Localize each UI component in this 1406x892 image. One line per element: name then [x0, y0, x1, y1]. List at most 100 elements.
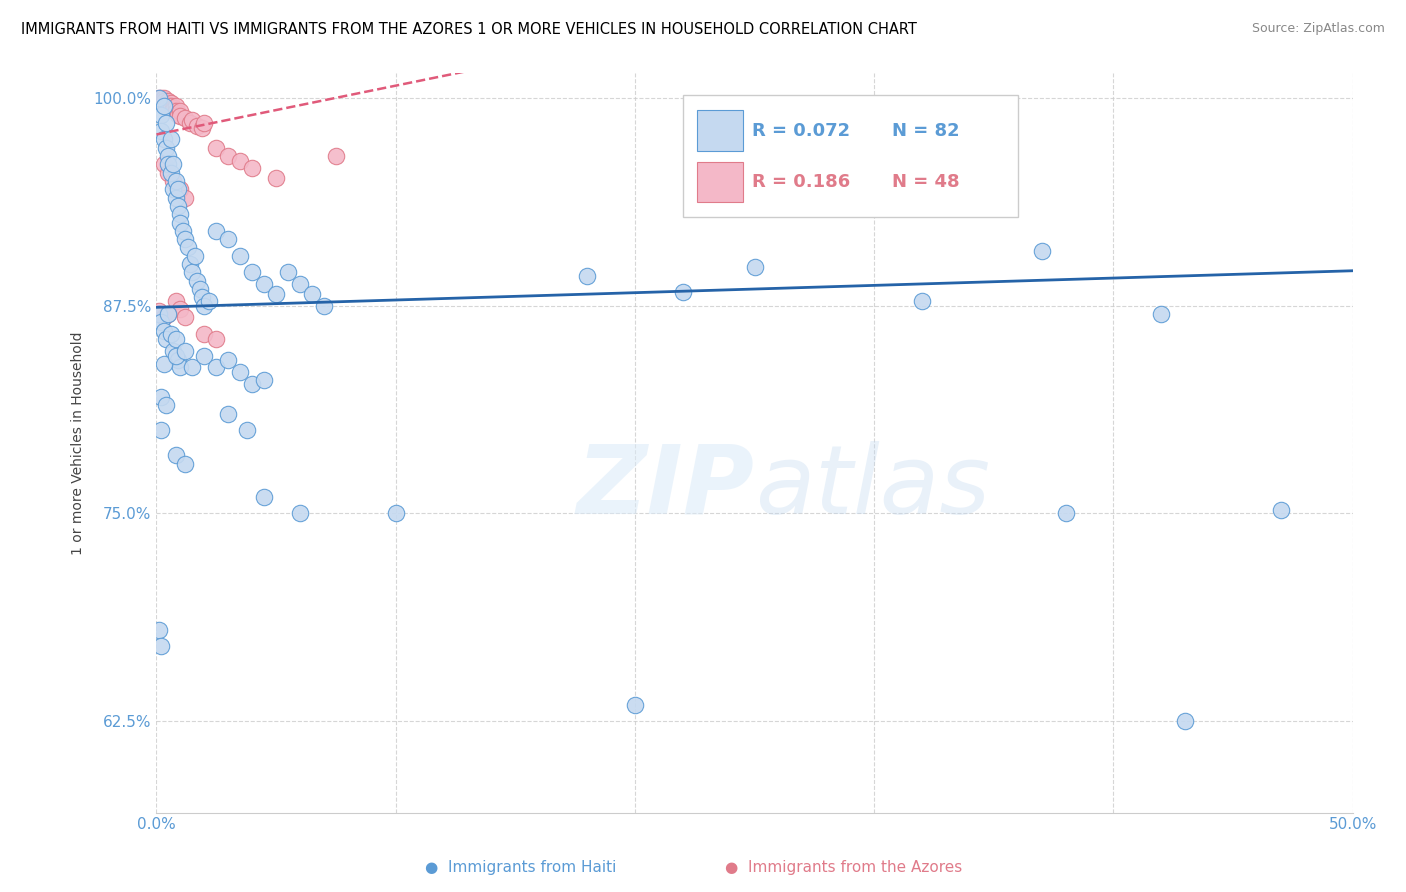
- Point: [911, 293, 934, 308]
- Point: [150, 640, 173, 654]
- Point: [174, 310, 197, 325]
- Point: [148, 91, 170, 105]
- Point: [152, 91, 174, 105]
- Point: [384, 507, 406, 521]
- Point: [229, 154, 252, 169]
- Point: [150, 423, 173, 437]
- Point: [176, 240, 198, 254]
- Point: [155, 116, 177, 130]
- FancyBboxPatch shape: [683, 95, 1018, 217]
- Point: [159, 95, 181, 110]
- Point: [152, 132, 174, 146]
- FancyBboxPatch shape: [697, 161, 742, 202]
- Point: [205, 360, 228, 375]
- Point: [148, 307, 170, 321]
- Point: [169, 182, 191, 196]
- Point: [165, 191, 187, 205]
- Point: [236, 423, 259, 437]
- Point: [162, 174, 184, 188]
- Point: [167, 182, 190, 196]
- Point: [181, 265, 204, 279]
- Point: [205, 224, 228, 238]
- Point: [624, 698, 647, 712]
- Point: [165, 332, 187, 346]
- Point: [165, 174, 187, 188]
- Point: [148, 623, 170, 637]
- Point: [152, 324, 174, 338]
- Point: [253, 490, 276, 504]
- Point: [205, 141, 228, 155]
- FancyBboxPatch shape: [697, 110, 742, 151]
- Point: [191, 290, 214, 304]
- Point: [217, 353, 239, 368]
- Point: [240, 265, 263, 279]
- Text: ZIP: ZIP: [576, 441, 755, 533]
- Point: [157, 307, 180, 321]
- Point: [155, 141, 177, 155]
- Point: [1270, 503, 1292, 517]
- Point: [159, 166, 181, 180]
- Point: [1174, 714, 1197, 728]
- Point: [179, 116, 201, 130]
- Point: [159, 132, 181, 146]
- Point: [240, 161, 263, 175]
- Point: [148, 303, 170, 318]
- Point: [240, 376, 263, 391]
- Point: [157, 149, 180, 163]
- Point: [169, 104, 191, 119]
- Point: [162, 103, 184, 117]
- Point: [1031, 244, 1053, 258]
- Point: [191, 120, 214, 135]
- Point: [150, 91, 173, 105]
- Point: [174, 232, 197, 246]
- Point: [264, 170, 287, 185]
- Point: [288, 507, 311, 521]
- Point: [165, 293, 187, 308]
- Point: [253, 277, 276, 291]
- Point: [193, 326, 215, 341]
- Point: [148, 91, 170, 105]
- Point: [217, 407, 239, 421]
- Point: [174, 457, 197, 471]
- Point: [217, 149, 239, 163]
- Point: [165, 448, 187, 462]
- Y-axis label: 1 or more Vehicles in Household: 1 or more Vehicles in Household: [72, 331, 86, 555]
- Point: [169, 207, 191, 221]
- Text: IMMIGRANTS FROM HAITI VS IMMIGRANTS FROM THE AZORES 1 OR MORE VEHICLES IN HOUSEH: IMMIGRANTS FROM HAITI VS IMMIGRANTS FROM…: [21, 22, 917, 37]
- Point: [174, 343, 197, 358]
- Point: [162, 157, 184, 171]
- Text: ●  Immigrants from Haiti: ● Immigrants from Haiti: [425, 861, 616, 875]
- Point: [169, 301, 191, 316]
- Text: Source: ZipAtlas.com: Source: ZipAtlas.com: [1251, 22, 1385, 36]
- Point: [150, 124, 173, 138]
- Point: [155, 95, 177, 110]
- Text: R = 0.186: R = 0.186: [752, 173, 851, 192]
- Point: [744, 260, 766, 275]
- Point: [169, 109, 191, 123]
- Point: [264, 287, 287, 301]
- Point: [152, 310, 174, 325]
- Text: N = 48: N = 48: [893, 173, 960, 192]
- Point: [188, 282, 211, 296]
- Point: [312, 299, 335, 313]
- Point: [1054, 507, 1077, 521]
- Text: N = 82: N = 82: [893, 121, 960, 140]
- Point: [152, 94, 174, 108]
- Point: [162, 182, 184, 196]
- Point: [165, 99, 187, 113]
- Point: [181, 360, 204, 375]
- Point: [165, 104, 187, 119]
- Point: [253, 373, 276, 387]
- Point: [167, 353, 190, 368]
- Point: [169, 360, 191, 375]
- Point: [155, 332, 177, 346]
- Point: [155, 398, 177, 412]
- Point: [193, 116, 215, 130]
- Point: [179, 257, 201, 271]
- Point: [150, 107, 173, 121]
- Point: [183, 249, 205, 263]
- Point: [167, 107, 190, 121]
- Point: [193, 299, 215, 313]
- Point: [157, 166, 180, 180]
- Point: [152, 357, 174, 371]
